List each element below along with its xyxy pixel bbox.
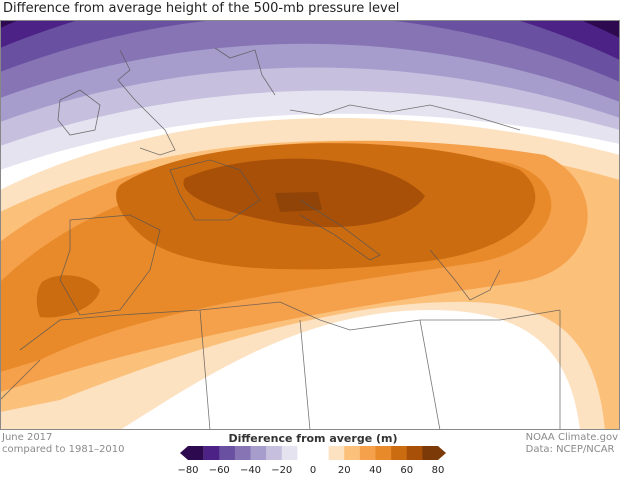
colorbar-segment <box>391 446 408 460</box>
colorbar <box>180 446 446 460</box>
colorbar-tick-label: −80 <box>177 465 199 476</box>
band-plus-50-iberia <box>36 275 100 318</box>
colorbar-tick-label: −20 <box>271 465 293 476</box>
credit: NOAA Climate.gov Data: NCEP/NCAR <box>526 432 618 456</box>
date-label: June 2017 <box>2 432 53 443</box>
coastlines <box>0 47 561 430</box>
colorbar-segment <box>234 446 251 460</box>
colorbar-segment <box>297 446 314 460</box>
band-plus-70 <box>275 192 322 212</box>
anomaly-map <box>0 20 620 430</box>
colorbar-segment <box>203 446 220 460</box>
colorbar-segment <box>375 446 392 460</box>
colorbar-segment <box>180 446 204 460</box>
colorbar-segment <box>406 446 423 460</box>
colorbar-tick-label: 80 <box>431 465 445 476</box>
date-caption: June 2017 compared to 1981–2010 <box>2 432 125 456</box>
colorbar-tick-label: 40 <box>369 465 382 476</box>
source-label: NOAA Climate.gov <box>525 432 618 443</box>
colorbar-segment <box>266 446 283 460</box>
map-title: Difference from average height of the 50… <box>3 1 400 16</box>
colorbar-tick-label: 60 <box>400 465 414 476</box>
colorbar-segment <box>313 446 329 460</box>
colorbar-segment <box>250 446 267 460</box>
colorbar-segment <box>359 446 376 460</box>
legend-title: Difference from averge (m) <box>228 432 398 445</box>
colorbar-segment <box>281 446 298 460</box>
colorbar-tick-label: 20 <box>337 465 351 476</box>
colorbar-tick-label: −40 <box>239 465 262 476</box>
colorbar-tick-label: 0 <box>309 465 317 476</box>
colorbar-segment <box>422 446 446 460</box>
colorbar-segment <box>219 446 236 460</box>
data-label: Data: NCEP/NCAR <box>525 444 615 455</box>
colorbar-segment <box>328 446 345 460</box>
baseline-label: compared to 1981–2010 <box>2 444 125 455</box>
colorbar-tick-label: −60 <box>208 465 230 476</box>
colorbar-segment <box>344 446 361 460</box>
